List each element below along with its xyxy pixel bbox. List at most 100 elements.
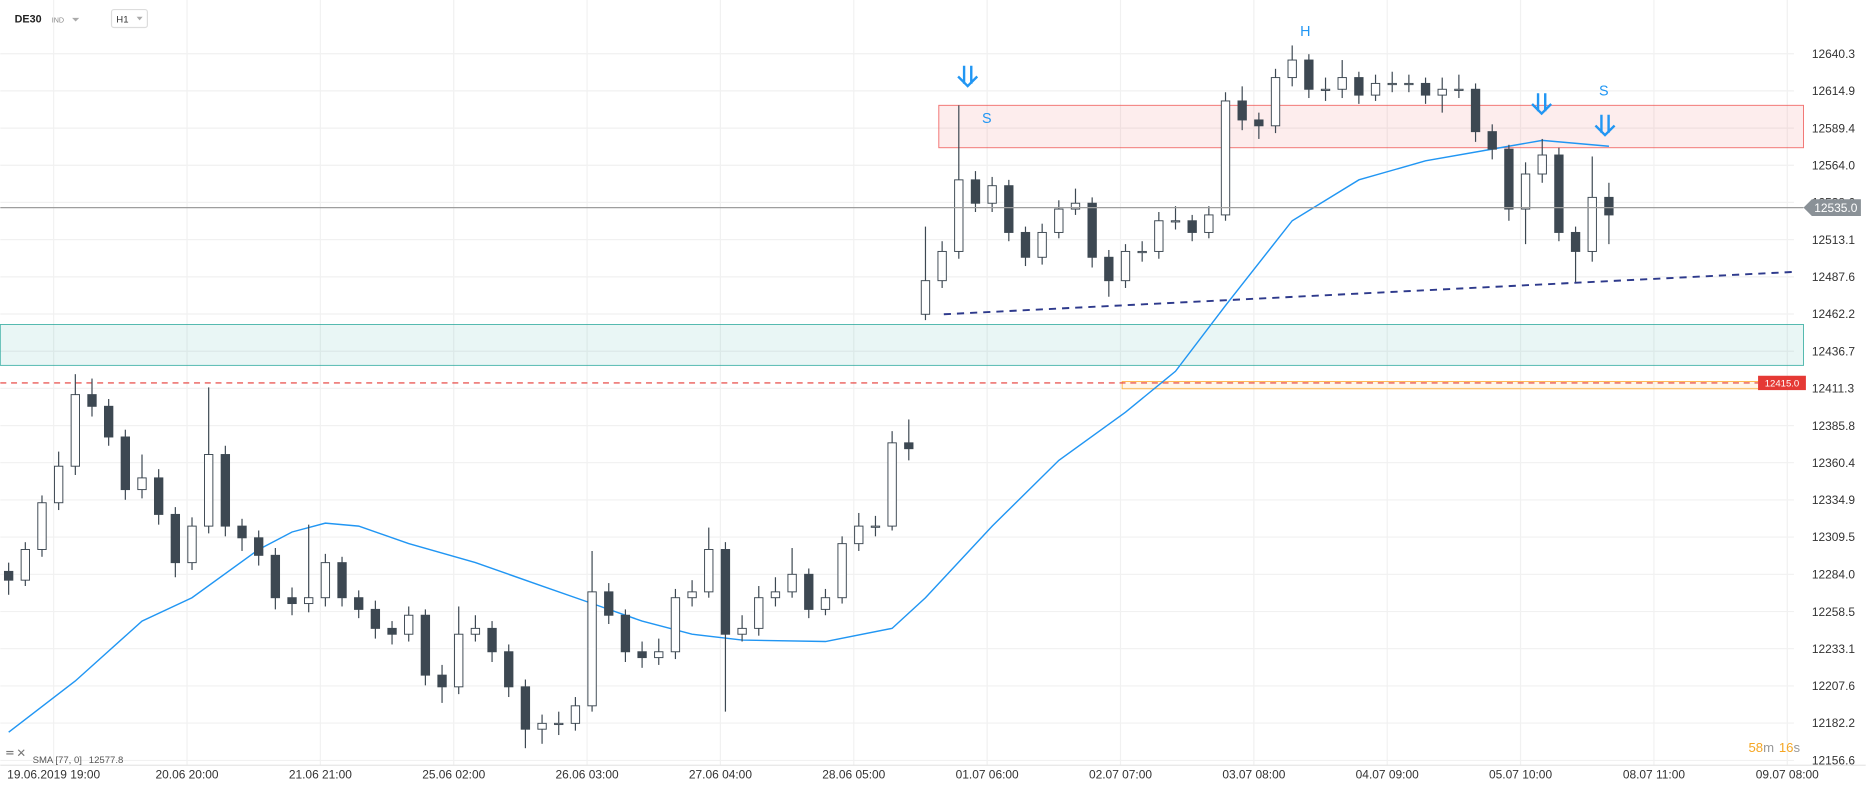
candle-body <box>1337 77 1347 90</box>
candle-body <box>320 562 331 599</box>
candle-body <box>1137 250 1147 254</box>
candle-body <box>570 705 581 724</box>
symbol-type: IND <box>52 17 64 25</box>
candle-body <box>1570 231 1581 252</box>
y-tick-label: 12462.2 <box>1812 307 1856 321</box>
candle-body <box>1204 214 1214 233</box>
lines-layer <box>0 139 1759 733</box>
candle-body <box>587 591 597 707</box>
candle-body <box>1104 256 1114 282</box>
candle-body <box>187 525 197 564</box>
candle-body <box>104 405 114 438</box>
y-tick-label: 12436.7 <box>1812 344 1856 358</box>
x-tick-label: 27.06 04:00 <box>689 767 752 781</box>
countdown: 58m 16s <box>1749 740 1801 755</box>
candle-body <box>254 537 264 556</box>
x-tick-label: 26.06 03:00 <box>556 767 619 781</box>
candle-body <box>1587 196 1597 252</box>
candle-body <box>1020 231 1031 258</box>
last-price-label: 12535.0 <box>1814 201 1858 215</box>
candle-body <box>720 549 731 635</box>
candle-body <box>454 633 464 688</box>
indicator-icons[interactable] <box>6 749 25 757</box>
y-tick-label: 12156.6 <box>1812 754 1856 768</box>
candle-body <box>337 562 347 599</box>
arrow-down <box>957 65 979 88</box>
candle-body <box>787 573 797 593</box>
y-tick-label: 12487.6 <box>1812 270 1856 284</box>
candle-body <box>354 597 364 610</box>
candle-body <box>87 394 97 407</box>
candle-body <box>554 722 564 726</box>
countdown-minutes: 58 <box>1749 740 1764 755</box>
candle-body <box>304 597 314 605</box>
candle-body <box>53 465 64 504</box>
y-tick-label: 12411.3 <box>1812 382 1855 396</box>
candle-body <box>920 280 931 315</box>
candle-body <box>170 513 181 564</box>
countdown-unit: s <box>1793 740 1800 755</box>
symbol[interactable]: DE30 <box>15 14 42 26</box>
icon[interactable] <box>17 749 25 757</box>
candle-body <box>670 597 681 653</box>
x-tick-label: 20.06 20:00 <box>155 767 218 781</box>
candle-body <box>370 608 381 629</box>
candle-body <box>820 597 831 610</box>
candle-body <box>1554 154 1564 233</box>
candle-body <box>1604 196 1614 216</box>
x-tick-label: 25.06 02:00 <box>422 767 485 781</box>
candle-body <box>887 442 897 527</box>
candle-body <box>1087 202 1097 258</box>
candle-body <box>1520 173 1531 210</box>
candle-body <box>1237 100 1247 121</box>
candle-body <box>854 525 864 545</box>
candle-body <box>1420 82 1431 96</box>
candle-body <box>204 454 214 527</box>
candle-body <box>37 502 47 550</box>
timeframe[interactable]: H1 <box>116 15 128 26</box>
candle-body <box>1370 82 1381 96</box>
candle-body <box>70 394 80 467</box>
arrow-down <box>1531 93 1553 116</box>
y-tick-label: 12614.9 <box>1812 84 1856 98</box>
candle-body <box>837 543 847 599</box>
x-tick-label: 21.06 21:00 <box>289 767 352 781</box>
last-price-box <box>1803 199 1861 216</box>
trendline <box>943 270 1794 316</box>
dropdown-arrow[interactable] <box>136 16 143 21</box>
arrow-down <box>1594 114 1616 137</box>
timeframe-box[interactable] <box>110 8 148 29</box>
candle-body <box>270 554 281 599</box>
candle-body <box>937 250 947 282</box>
y-tick-label: 12640.3 <box>1812 47 1856 61</box>
dropdown-arrow[interactable] <box>72 17 80 22</box>
arrows <box>957 65 1616 137</box>
candle-body <box>1437 88 1447 96</box>
pattern-label: H <box>1300 24 1310 40</box>
candle-body <box>137 477 147 491</box>
candle-body <box>904 442 914 450</box>
y-tick-label: 12258.5 <box>1812 605 1856 619</box>
y-tick-label: 12360.4 <box>1812 456 1856 470</box>
candle-body <box>704 549 714 593</box>
x-tick-label: 04.07 09:00 <box>1356 767 1419 781</box>
candle-body <box>1120 250 1131 282</box>
level-label: 12415.0 <box>1765 379 1800 390</box>
zone <box>938 104 1804 149</box>
candle-body <box>420 614 431 676</box>
candle-body <box>537 722 547 730</box>
candle-body <box>1387 82 1397 86</box>
icon[interactable] <box>6 750 14 753</box>
candle-body <box>970 179 981 204</box>
indicator-value: 12577.8 <box>89 755 124 766</box>
candle-body <box>1154 220 1164 252</box>
icon[interactable] <box>6 753 14 755</box>
y-tick-label: 12309.5 <box>1812 530 1856 544</box>
pattern-label: S <box>982 111 992 127</box>
y-tick-label: 12207.6 <box>1812 679 1856 693</box>
candle-body <box>1170 220 1181 223</box>
candle-body <box>1537 154 1547 175</box>
y-tick-label: 12182.2 <box>1812 716 1856 730</box>
